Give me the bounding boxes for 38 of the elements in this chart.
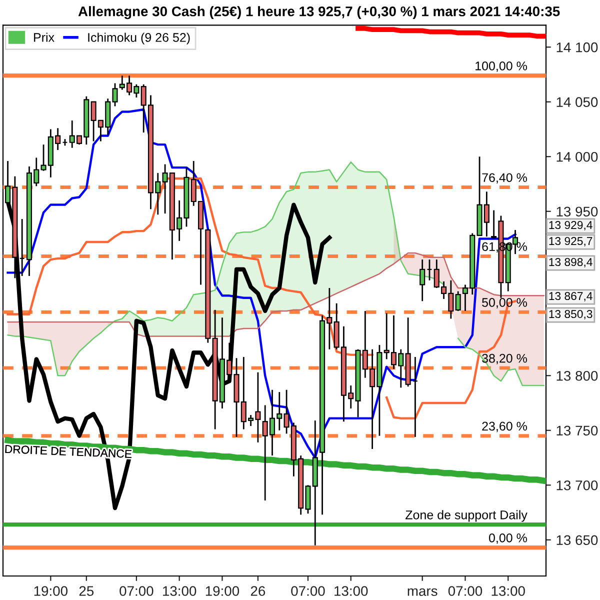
legend-label: Prix (34, 32, 54, 42)
y-tick-label: 13 800 (556, 370, 598, 381)
y-tick-label: 14 050 (556, 97, 598, 108)
annotation: 38,20 % (482, 354, 527, 364)
y-tick-label: 13 700 (556, 480, 598, 490)
y-tick-label: 13 650 (556, 535, 598, 546)
line-series (6, 108, 516, 459)
line-series (356, 26, 546, 39)
x-tick-label: 07:00 (120, 586, 154, 596)
candlestick (455, 290, 461, 312)
text: 13 925,7 (549, 236, 592, 246)
annotation: 76,40 % (482, 173, 527, 184)
text: 13 850,3 (549, 310, 592, 320)
x-tick-label: 25 (79, 586, 94, 596)
chart-title: Allemagne 30 Cash (25€) 1 heure 13 925,7 (+0,30 %) 1 mars 2021 14:40:35 (78, 6, 560, 20)
text: 13 929,4 (549, 220, 592, 230)
x-tick-label: mars (408, 588, 438, 596)
candlestick (420, 258, 426, 302)
annotation: Zone de support Daily (406, 510, 528, 522)
x-tick-label: 19:00 (34, 586, 68, 596)
x-tick-label: 13:00 (334, 586, 368, 596)
x-tick-label: 13:00 (492, 586, 525, 596)
x-tick-label: 19:00 (206, 586, 240, 596)
text: 13 898,4 (549, 258, 592, 268)
x-tick-label: 07:00 (448, 586, 482, 596)
annotation: 100,00 % (476, 62, 527, 72)
x-tick-label: 07:00 (291, 586, 325, 596)
text: 13 867,4 (549, 292, 592, 302)
x-tick-label: 26 (250, 586, 266, 596)
legend-label: Ichimoku (9 26 52) (88, 32, 190, 44)
y-tick-label: 13 750 (556, 426, 598, 436)
annotation: 0,00 % (488, 533, 527, 544)
line-series (7, 252, 544, 337)
annotation: 23,60 % (482, 422, 527, 432)
x-tick-label: 13:00 (163, 586, 196, 596)
y-tick-label: 14 100 (556, 42, 598, 52)
y-tick-label: 13 950 (556, 206, 598, 217)
y-tick-label: 14 000 (556, 152, 598, 162)
